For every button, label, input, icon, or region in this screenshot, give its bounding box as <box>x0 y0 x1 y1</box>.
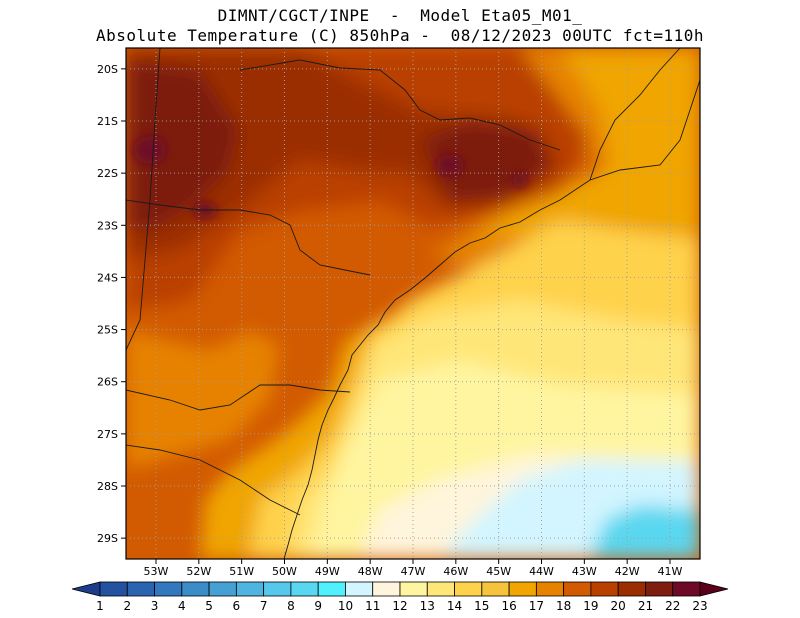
colorbar-label: 19 <box>583 599 598 613</box>
state-border-sc-rs <box>126 444 301 516</box>
max-spot-west <box>134 136 166 164</box>
state-border-mg-sp <box>239 59 561 151</box>
lat-label: 27S <box>97 428 118 441</box>
max-spot-sp <box>436 155 464 175</box>
latitude-axis: 20S 21S 22S 23S 24S 25S 26S 27S 28S 29S <box>97 63 126 545</box>
colorbar-label: 16 <box>501 599 516 613</box>
colorbar-arrow-high <box>699 581 729 597</box>
field-hotter-north <box>126 48 560 260</box>
chart-title-line-2: Absolute Temperature (C) 850hPa - 08/12/… <box>96 26 704 45</box>
chart-title-line-1: DIMNT/CGCT/INPE - Model Eta05_M01_ <box>217 6 583 25</box>
colorbar-swatch <box>235 581 265 597</box>
lat-label: 29S <box>97 532 118 545</box>
lon-label: 47W <box>401 565 426 578</box>
lat-label: 25S <box>97 324 118 337</box>
colorbar-label: 17 <box>529 599 544 613</box>
colorbar-swatch <box>372 581 401 597</box>
lon-label: 49W <box>315 565 340 578</box>
lon-label: 45W <box>486 565 511 578</box>
colorbar-swatch <box>454 581 483 597</box>
colorbar: 1 2 3 4 5 6 7 8 9 10 11 12 13 14 15 16 17 18 19 20 21 22 23 <box>71 581 729 613</box>
colorbar-swatch <box>317 581 346 597</box>
colorbar-label: 6 <box>233 599 241 613</box>
lat-label: 21S <box>97 115 118 128</box>
colorbar-swatch <box>617 581 646 597</box>
state-border-sp-pr <box>126 199 371 276</box>
colorbar-swatch <box>263 581 292 597</box>
colorbar-swatch <box>208 581 237 597</box>
colorbar-swatch <box>590 581 619 597</box>
colorbar-label: 4 <box>178 599 186 613</box>
longitude-axis: 53W 52W 51W 50W 49W 48W 47W 46W 45W 44W 43W 42W 41W <box>144 559 683 578</box>
colorbar-label: 14 <box>447 599 462 613</box>
lon-label: 43W <box>572 565 597 578</box>
colorbar-label: 21 <box>638 599 653 613</box>
colorbar-label: 3 <box>151 599 159 613</box>
state-border-rj-es <box>589 48 681 181</box>
lat-label: 26S <box>97 376 118 389</box>
colorbar-label: 15 <box>474 599 489 613</box>
colorbar-label: 1 <box>96 599 104 613</box>
lon-label: 51W <box>229 565 254 578</box>
colorbar-label: 23 <box>692 599 707 613</box>
colorbar-swatch <box>672 581 701 597</box>
colorbar-label: 20 <box>611 599 626 613</box>
field-cyan <box>590 505 700 559</box>
colorbar-label: 12 <box>392 599 407 613</box>
colorbar-swatch <box>154 581 183 597</box>
colorbar-swatch <box>399 581 428 597</box>
lon-label: 46W <box>443 565 468 578</box>
colorbar-label: 22 <box>665 599 680 613</box>
colorbar-label: 18 <box>556 599 571 613</box>
lon-label: 44W <box>529 565 554 578</box>
field-hottest-core <box>126 60 550 230</box>
lon-label: 48W <box>358 565 383 578</box>
colorbar-swatch <box>563 581 592 597</box>
colorbar-swatch <box>481 581 510 597</box>
colorbar-label: 9 <box>314 599 322 613</box>
colorbar-swatch <box>181 581 210 597</box>
colorbar-swatch <box>535 581 565 597</box>
lat-label: 22S <box>97 167 118 180</box>
lon-label: 50W <box>272 565 297 578</box>
lon-label: 42W <box>615 565 640 578</box>
temperature-field <box>126 48 700 559</box>
lat-label: 24S <box>97 271 118 284</box>
lon-label: 52W <box>186 565 211 578</box>
lon-label: 41W <box>658 565 683 578</box>
colorbar-label: 11 <box>365 599 380 613</box>
boundaries <box>126 48 700 559</box>
colorbar-swatch <box>126 581 155 597</box>
state-border-pr-sc <box>126 384 351 411</box>
colorbar-label: 7 <box>260 599 268 613</box>
colorbar-label: 10 <box>338 599 353 613</box>
lon-label: 53W <box>144 565 169 578</box>
colorbar-arrow-low <box>71 581 101 597</box>
max-spot-east <box>513 173 527 187</box>
national-border-west <box>126 48 161 351</box>
lat-label: 23S <box>97 219 118 232</box>
colorbar-label: 8 <box>287 599 295 613</box>
colorbar-swatch <box>426 581 455 597</box>
lat-label: 28S <box>97 480 118 493</box>
colorbar-swatch <box>290 581 319 597</box>
colorbar-label: 2 <box>123 599 131 613</box>
lat-label: 20S <box>97 63 118 76</box>
colorbar-label: 5 <box>205 599 213 613</box>
colorbar-swatch <box>645 581 674 597</box>
colorbar-swatch <box>345 581 374 597</box>
colorbar-swatch <box>99 581 128 597</box>
coastline <box>283 79 700 559</box>
field-contours <box>126 48 700 559</box>
colorbar-label: 13 <box>420 599 435 613</box>
colorbar-swatch <box>508 581 537 597</box>
